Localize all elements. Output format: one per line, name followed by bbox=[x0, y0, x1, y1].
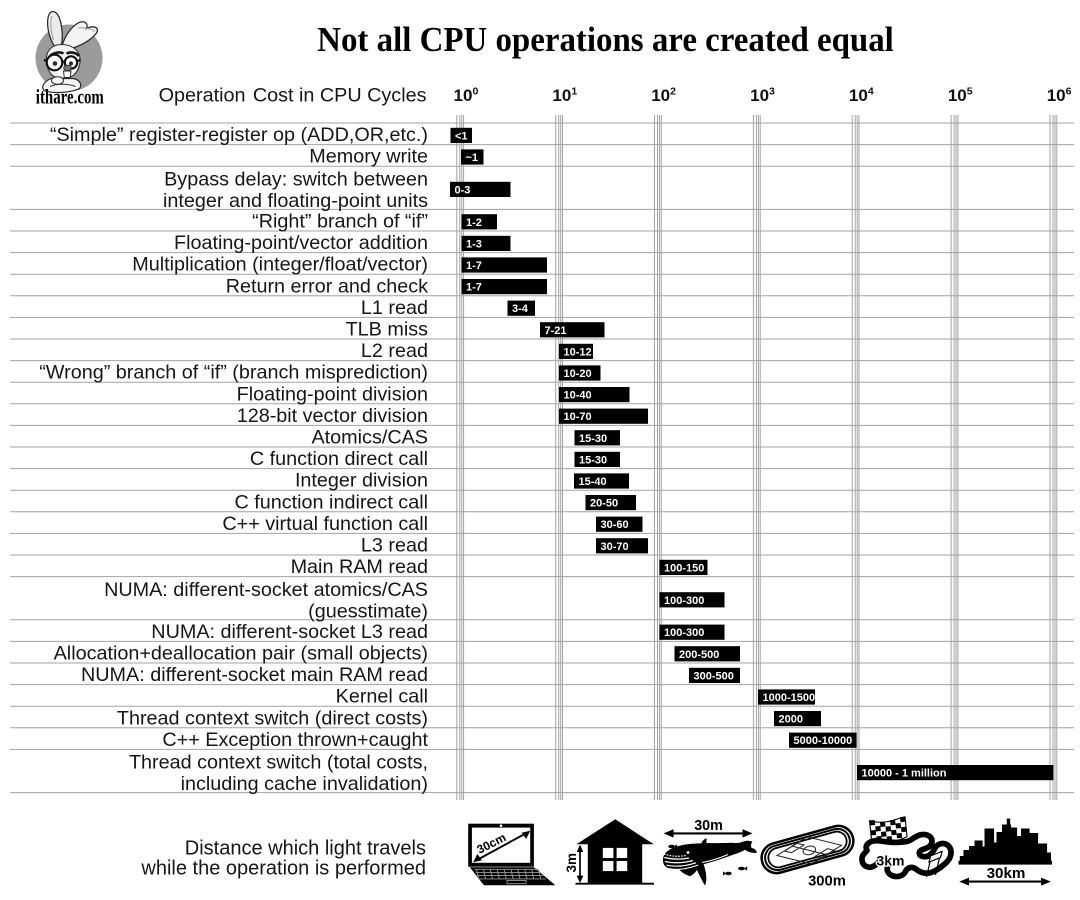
svg-text:3km: 3km bbox=[876, 853, 904, 869]
svg-text:Cost in CPU Cycles: Cost in CPU Cycles bbox=[253, 85, 427, 107]
svg-text:200-500: 200-500 bbox=[679, 649, 719, 661]
svg-text:1-2: 1-2 bbox=[466, 217, 482, 229]
svg-text:Multiplication (integer/float/: Multiplication (integer/float/vector) bbox=[132, 254, 428, 276]
svg-text:101: 101 bbox=[552, 86, 577, 106]
svg-text:3m: 3m bbox=[564, 853, 579, 873]
svg-text:C function indirect call: C function indirect call bbox=[234, 491, 428, 513]
svg-text:“Wrong” branch of “if” (branch: “Wrong” branch of “if” (branch mispredic… bbox=[39, 362, 428, 384]
svg-text:Not all CPU operations are cre: Not all CPU operations are created equal bbox=[317, 21, 894, 59]
svg-text:102: 102 bbox=[651, 86, 676, 106]
svg-text:106: 106 bbox=[1047, 86, 1072, 106]
svg-text:1-7: 1-7 bbox=[466, 282, 482, 294]
svg-text:C++ Exception thrown+caught: C++ Exception thrown+caught bbox=[162, 729, 428, 751]
svg-text:30-70: 30-70 bbox=[601, 541, 629, 553]
svg-text:105: 105 bbox=[948, 86, 973, 106]
svg-text:L2 read: L2 read bbox=[361, 340, 428, 362]
svg-text:10-20: 10-20 bbox=[564, 368, 592, 380]
svg-text:NUMA: different-socket atomics: NUMA: different-socket atomics/CAS bbox=[104, 579, 428, 601]
svg-text:1-3: 1-3 bbox=[466, 238, 482, 250]
svg-text:L1 read: L1 read bbox=[361, 297, 428, 319]
svg-text:“Simple” register-register op: “Simple” register-register op (ADD,OR,et… bbox=[50, 124, 428, 146]
svg-text:TLB miss: TLB miss bbox=[346, 319, 429, 341]
svg-text:“Right” branch of “if”: “Right” branch of “if” bbox=[252, 211, 428, 233]
svg-text:100-150: 100-150 bbox=[664, 562, 704, 574]
svg-text:15-30: 15-30 bbox=[579, 433, 607, 445]
svg-text:300-500: 300-500 bbox=[694, 670, 734, 682]
svg-text:300m: 300m bbox=[808, 874, 846, 890]
svg-text:C++ virtual function call: C++ virtual function call bbox=[222, 513, 428, 535]
svg-text:30m: 30m bbox=[694, 818, 723, 834]
svg-text:128-bit vector division: 128-bit vector division bbox=[237, 405, 428, 427]
svg-text:Kernel call: Kernel call bbox=[336, 686, 428, 708]
svg-text:including cache invalidation): including cache invalidation) bbox=[181, 773, 428, 795]
svg-text:L3 read: L3 read bbox=[361, 535, 428, 557]
svg-text:1000-1500: 1000-1500 bbox=[763, 692, 816, 704]
svg-text:30km: 30km bbox=[987, 865, 1026, 882]
svg-text:Integer division: Integer division bbox=[295, 470, 428, 492]
svg-text:Floating-point division: Floating-point division bbox=[237, 383, 428, 405]
svg-text:(guesstimate): (guesstimate) bbox=[308, 600, 428, 622]
svg-text:NUMA: different-socket L3 read: NUMA: different-socket L3 read bbox=[151, 621, 428, 643]
svg-text:0-3: 0-3 bbox=[455, 184, 471, 196]
svg-text:Atomics/CAS: Atomics/CAS bbox=[311, 427, 428, 449]
svg-text:10-70: 10-70 bbox=[564, 411, 592, 423]
svg-text:1-7: 1-7 bbox=[466, 260, 482, 272]
svg-text:100: 100 bbox=[454, 86, 479, 106]
svg-text:Bypass delay: switch between: Bypass delay: switch between bbox=[164, 168, 428, 190]
svg-text:Memory write: Memory write bbox=[309, 146, 428, 168]
svg-text:Allocation+deallocation pair (: Allocation+deallocation pair (small obje… bbox=[54, 643, 428, 665]
svg-text:2000: 2000 bbox=[779, 714, 803, 726]
svg-text:10-12: 10-12 bbox=[564, 346, 592, 358]
svg-text:ithare.com: ithare.com bbox=[36, 85, 104, 108]
svg-text:Main RAM read: Main RAM read bbox=[291, 556, 428, 578]
svg-text:Distance which light travels: Distance which light travels bbox=[185, 838, 426, 860]
svg-text:Floating-point/vector addition: Floating-point/vector addition bbox=[174, 232, 428, 254]
svg-text:integer and floating-point uni: integer and floating-point units bbox=[163, 190, 428, 212]
svg-text:15-30: 15-30 bbox=[579, 454, 607, 466]
svg-text:Thread context switch (direct: Thread context switch (direct costs) bbox=[117, 707, 428, 729]
svg-text:C function direct call: C function direct call bbox=[250, 448, 428, 470]
svg-text:100-300: 100-300 bbox=[664, 627, 704, 639]
svg-text:104: 104 bbox=[849, 86, 874, 106]
svg-text:7-21: 7-21 bbox=[545, 325, 567, 337]
svg-text:30-60: 30-60 bbox=[601, 519, 629, 531]
svg-text:<1: <1 bbox=[455, 130, 468, 142]
svg-text:~1: ~1 bbox=[466, 152, 479, 164]
svg-text:Return error and check: Return error and check bbox=[226, 275, 428, 297]
svg-text:5000-10000: 5000-10000 bbox=[794, 735, 853, 747]
svg-text:10000 - 1 million: 10000 - 1 million bbox=[862, 768, 947, 780]
svg-text:20-50: 20-50 bbox=[590, 498, 618, 510]
svg-text:3-4: 3-4 bbox=[512, 303, 529, 315]
svg-text:NUMA: different-socket main RA: NUMA: different-socket main RAM read bbox=[81, 664, 428, 686]
svg-text:10-40: 10-40 bbox=[564, 390, 592, 402]
svg-text:15-40: 15-40 bbox=[579, 476, 607, 488]
svg-text:103: 103 bbox=[750, 86, 775, 106]
svg-text:while the operation is perform: while the operation is performed bbox=[140, 858, 426, 880]
svg-text:100-300: 100-300 bbox=[664, 595, 704, 607]
svg-text:Thread context switch (total c: Thread context switch (total costs, bbox=[129, 752, 428, 774]
svg-text:Operation: Operation bbox=[159, 85, 246, 107]
